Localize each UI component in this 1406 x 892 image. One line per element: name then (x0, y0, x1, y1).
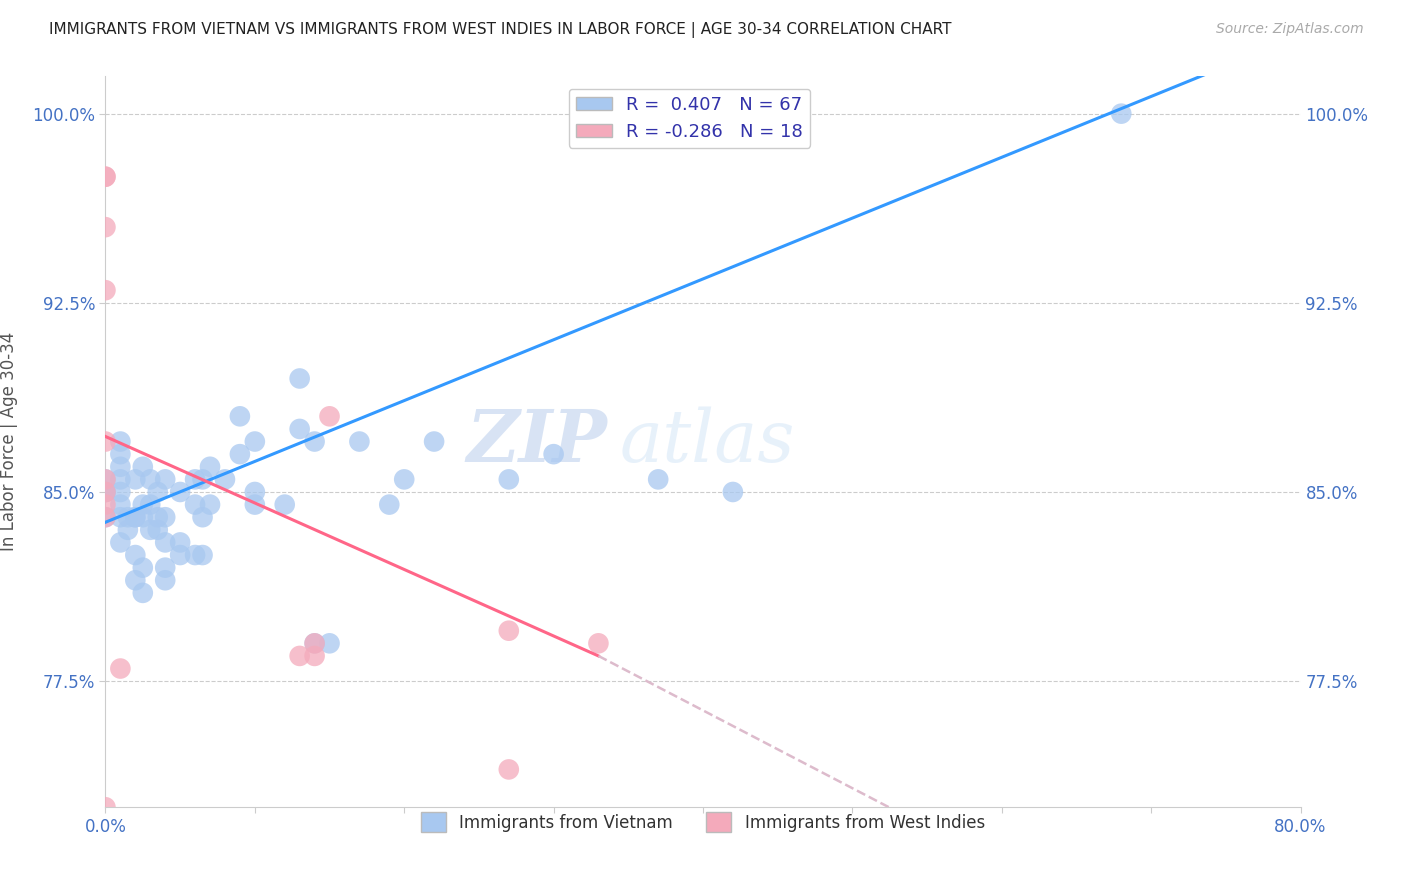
Point (423, 434, 446, 449)
Point (304, 636, 326, 650)
Point (139, 472, 162, 486)
Point (198, 498, 221, 512)
Point (110, 447, 132, 461)
Point (647, 472, 669, 486)
Point (110, 459, 132, 474)
Point (318, 636, 340, 650)
Text: ZIP: ZIP (467, 406, 607, 477)
Point (110, 498, 132, 512)
Point (304, 636, 326, 650)
Point (110, 485, 132, 500)
Point (184, 498, 207, 512)
Point (146, 523, 169, 537)
Point (94, 510, 117, 524)
Point (198, 459, 221, 474)
Point (273, 498, 295, 512)
Point (349, 434, 371, 449)
Point (94, 283, 117, 297)
Point (184, 548, 207, 562)
Point (94, 169, 117, 184)
Point (94, 498, 117, 512)
Point (155, 574, 177, 588)
Point (304, 648, 326, 663)
Point (124, 510, 146, 524)
Point (378, 498, 401, 512)
Text: atlas: atlas (619, 406, 794, 477)
Point (288, 648, 311, 663)
Legend: Immigrants from Vietnam, Immigrants from West Indies: Immigrants from Vietnam, Immigrants from… (415, 805, 991, 839)
Y-axis label: In Labor Force | Age 30-34: In Labor Force | Age 30-34 (0, 332, 18, 551)
Point (588, 636, 610, 650)
Point (498, 763, 520, 777)
Point (191, 472, 214, 486)
Point (394, 472, 416, 486)
Point (304, 434, 326, 449)
Point (721, 485, 744, 500)
Point (146, 510, 169, 524)
Point (498, 624, 520, 638)
Point (191, 510, 214, 524)
Point (139, 523, 162, 537)
Point (132, 586, 155, 600)
Point (94, 510, 117, 524)
Point (155, 535, 177, 549)
Point (94, 472, 117, 486)
Point (132, 510, 155, 524)
Point (169, 485, 191, 500)
Point (117, 510, 139, 524)
Point (229, 409, 252, 424)
Point (169, 535, 191, 549)
Point (288, 422, 311, 436)
Point (1111, 106, 1133, 120)
Point (243, 485, 266, 500)
Point (132, 459, 155, 474)
Point (184, 472, 207, 486)
Point (110, 510, 132, 524)
Point (94, 220, 117, 235)
Point (117, 523, 139, 537)
Point (94, 485, 117, 500)
Point (139, 498, 162, 512)
Point (124, 548, 146, 562)
Point (214, 472, 236, 486)
Point (243, 498, 266, 512)
Point (155, 560, 177, 574)
Point (110, 661, 132, 675)
Point (191, 548, 214, 562)
Point (94, 800, 117, 814)
Point (288, 371, 311, 385)
Point (498, 472, 520, 486)
Point (132, 498, 155, 512)
Point (318, 409, 340, 424)
Point (169, 548, 191, 562)
Point (243, 434, 266, 449)
Point (146, 485, 169, 500)
Point (132, 560, 155, 574)
Point (110, 535, 132, 549)
Point (110, 472, 132, 486)
Point (110, 434, 132, 449)
Text: Source: ZipAtlas.com: Source: ZipAtlas.com (1216, 22, 1364, 37)
Point (124, 574, 146, 588)
Point (94, 169, 117, 184)
Point (124, 472, 146, 486)
Point (543, 447, 565, 461)
Point (94, 485, 117, 500)
Point (124, 510, 146, 524)
Point (155, 510, 177, 524)
Point (94, 485, 117, 500)
Point (155, 472, 177, 486)
Point (229, 447, 252, 461)
Point (94, 472, 117, 486)
Text: IMMIGRANTS FROM VIETNAM VS IMMIGRANTS FROM WEST INDIES IN LABOR FORCE | AGE 30-3: IMMIGRANTS FROM VIETNAM VS IMMIGRANTS FR… (49, 22, 952, 38)
Point (94, 434, 117, 449)
